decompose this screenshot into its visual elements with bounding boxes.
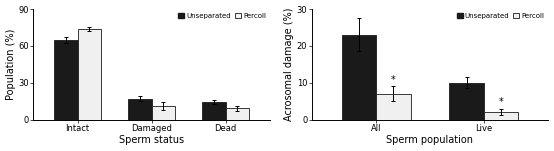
- Legend: Unseparated, Percoll: Unseparated, Percoll: [456, 13, 545, 20]
- Legend: Unseparated, Percoll: Unseparated, Percoll: [177, 13, 266, 20]
- Bar: [484, 112, 519, 119]
- Bar: [376, 94, 411, 119]
- Y-axis label: Population (%): Population (%): [6, 29, 16, 100]
- X-axis label: Sperm status: Sperm status: [119, 135, 184, 145]
- X-axis label: Sperm population: Sperm population: [387, 135, 474, 145]
- Text: *: *: [391, 75, 396, 85]
- Bar: [449, 83, 484, 119]
- Bar: [342, 35, 376, 119]
- Bar: [152, 106, 175, 119]
- Bar: [202, 102, 225, 119]
- Bar: [78, 29, 101, 119]
- Bar: [225, 108, 249, 119]
- Bar: [54, 40, 78, 119]
- Bar: [128, 99, 152, 119]
- Text: *: *: [499, 97, 504, 107]
- Y-axis label: Acrosomal damage (%): Acrosomal damage (%): [284, 8, 294, 121]
